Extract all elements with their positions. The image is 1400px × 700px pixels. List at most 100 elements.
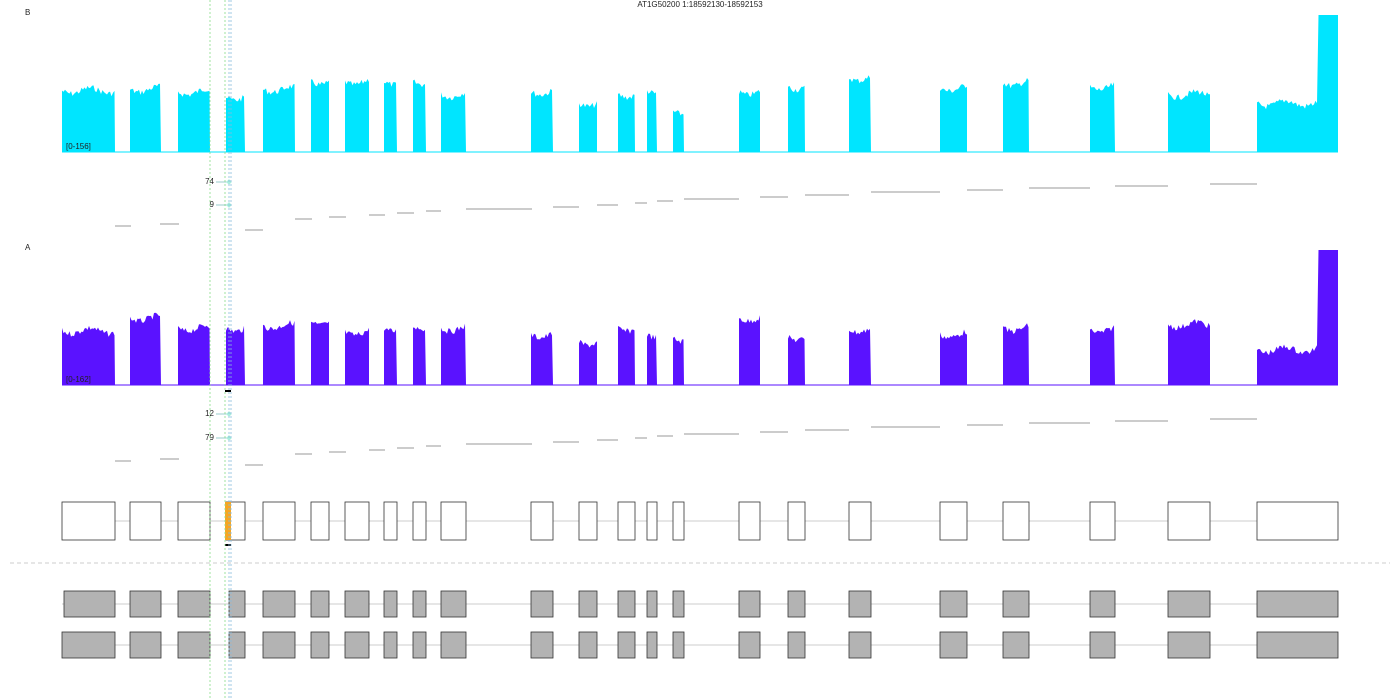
exon: [129, 590, 162, 618]
exon: [738, 631, 761, 659]
coverage: [62, 85, 115, 152]
range-label: [0-162]: [66, 375, 91, 384]
coverage: [263, 84, 295, 152]
coverage: [178, 88, 210, 152]
coverage: [788, 335, 805, 385]
exon: [848, 590, 872, 618]
title: AT1G50200 1:18592130-18592153: [637, 0, 763, 9]
coverage: [940, 329, 967, 385]
exon: [787, 501, 806, 541]
coverage: [579, 101, 597, 152]
coverage: [618, 326, 635, 385]
exon: [939, 590, 968, 618]
coverage: [345, 327, 369, 385]
exon: [672, 590, 685, 618]
marker: [225, 544, 231, 546]
coverage: [441, 92, 466, 152]
exon: [939, 501, 968, 541]
exon: [61, 501, 116, 541]
coverage: [384, 81, 397, 152]
coverage: [62, 325, 115, 385]
coverage: [1090, 325, 1115, 385]
coverage: [1090, 82, 1115, 152]
coverage: [531, 88, 553, 152]
exon: [578, 631, 598, 659]
exon: [310, 631, 330, 659]
coverage: [178, 324, 210, 385]
coverage: [311, 321, 329, 385]
coverage: [647, 90, 657, 152]
exon: [63, 590, 116, 618]
exon: [1002, 501, 1030, 541]
exon: [1089, 501, 1116, 541]
exon: [344, 590, 370, 618]
coverage: [1257, 250, 1338, 385]
track-label: B: [25, 8, 30, 17]
track-label: A: [25, 243, 31, 252]
exon: [412, 631, 427, 659]
exon: [530, 631, 554, 659]
selected-exon: [225, 502, 231, 540]
exon: [939, 631, 968, 659]
coverage: [1003, 78, 1029, 152]
exon: [530, 590, 554, 618]
exon: [344, 631, 370, 659]
exon: [440, 501, 467, 541]
exon: [646, 590, 658, 618]
exon: [440, 631, 467, 659]
exon: [1002, 590, 1030, 618]
coverage: [311, 79, 329, 152]
exon: [129, 501, 162, 541]
coverage: [531, 332, 553, 385]
coverage: [940, 84, 967, 152]
exon: [617, 590, 636, 618]
exon: [1167, 501, 1211, 541]
coverage: [1257, 15, 1338, 152]
exon: [787, 590, 806, 618]
exon: [177, 590, 211, 618]
exon: [1167, 631, 1211, 659]
range-label: [0-156]: [66, 142, 91, 151]
exon: [646, 631, 658, 659]
exon: [412, 590, 427, 618]
exon: [578, 501, 598, 541]
coverage: [130, 312, 161, 385]
coverage: [384, 328, 397, 385]
exon: [848, 631, 872, 659]
coverage: [130, 83, 161, 152]
coverage: [618, 93, 635, 152]
coverage: [413, 79, 426, 152]
exon: [1167, 590, 1211, 618]
coverage: [673, 336, 684, 385]
coverage: [1003, 323, 1029, 385]
exon: [262, 590, 296, 618]
exon: [1256, 501, 1339, 541]
coverage: [579, 339, 597, 385]
exon: [617, 631, 636, 659]
exon: [672, 631, 685, 659]
exon: [262, 631, 296, 659]
coverage: [226, 95, 245, 152]
coverage: [673, 110, 684, 152]
exon: [1089, 631, 1116, 659]
exon: [383, 501, 398, 541]
exon: [262, 501, 296, 541]
exon: [412, 501, 427, 541]
coverage: [739, 315, 760, 385]
exon: [440, 590, 467, 618]
coverage: [849, 328, 871, 385]
exon: [129, 631, 162, 659]
exon: [1002, 631, 1030, 659]
exon: [738, 590, 761, 618]
marker: [225, 390, 231, 392]
exon: [617, 501, 636, 541]
coverage: [849, 75, 871, 152]
coverage: [263, 320, 295, 385]
exon: [787, 631, 806, 659]
exon: [344, 501, 370, 541]
exon: [578, 590, 598, 618]
coverage: [441, 323, 466, 385]
coverage: [647, 333, 657, 385]
exon: [1256, 590, 1339, 618]
